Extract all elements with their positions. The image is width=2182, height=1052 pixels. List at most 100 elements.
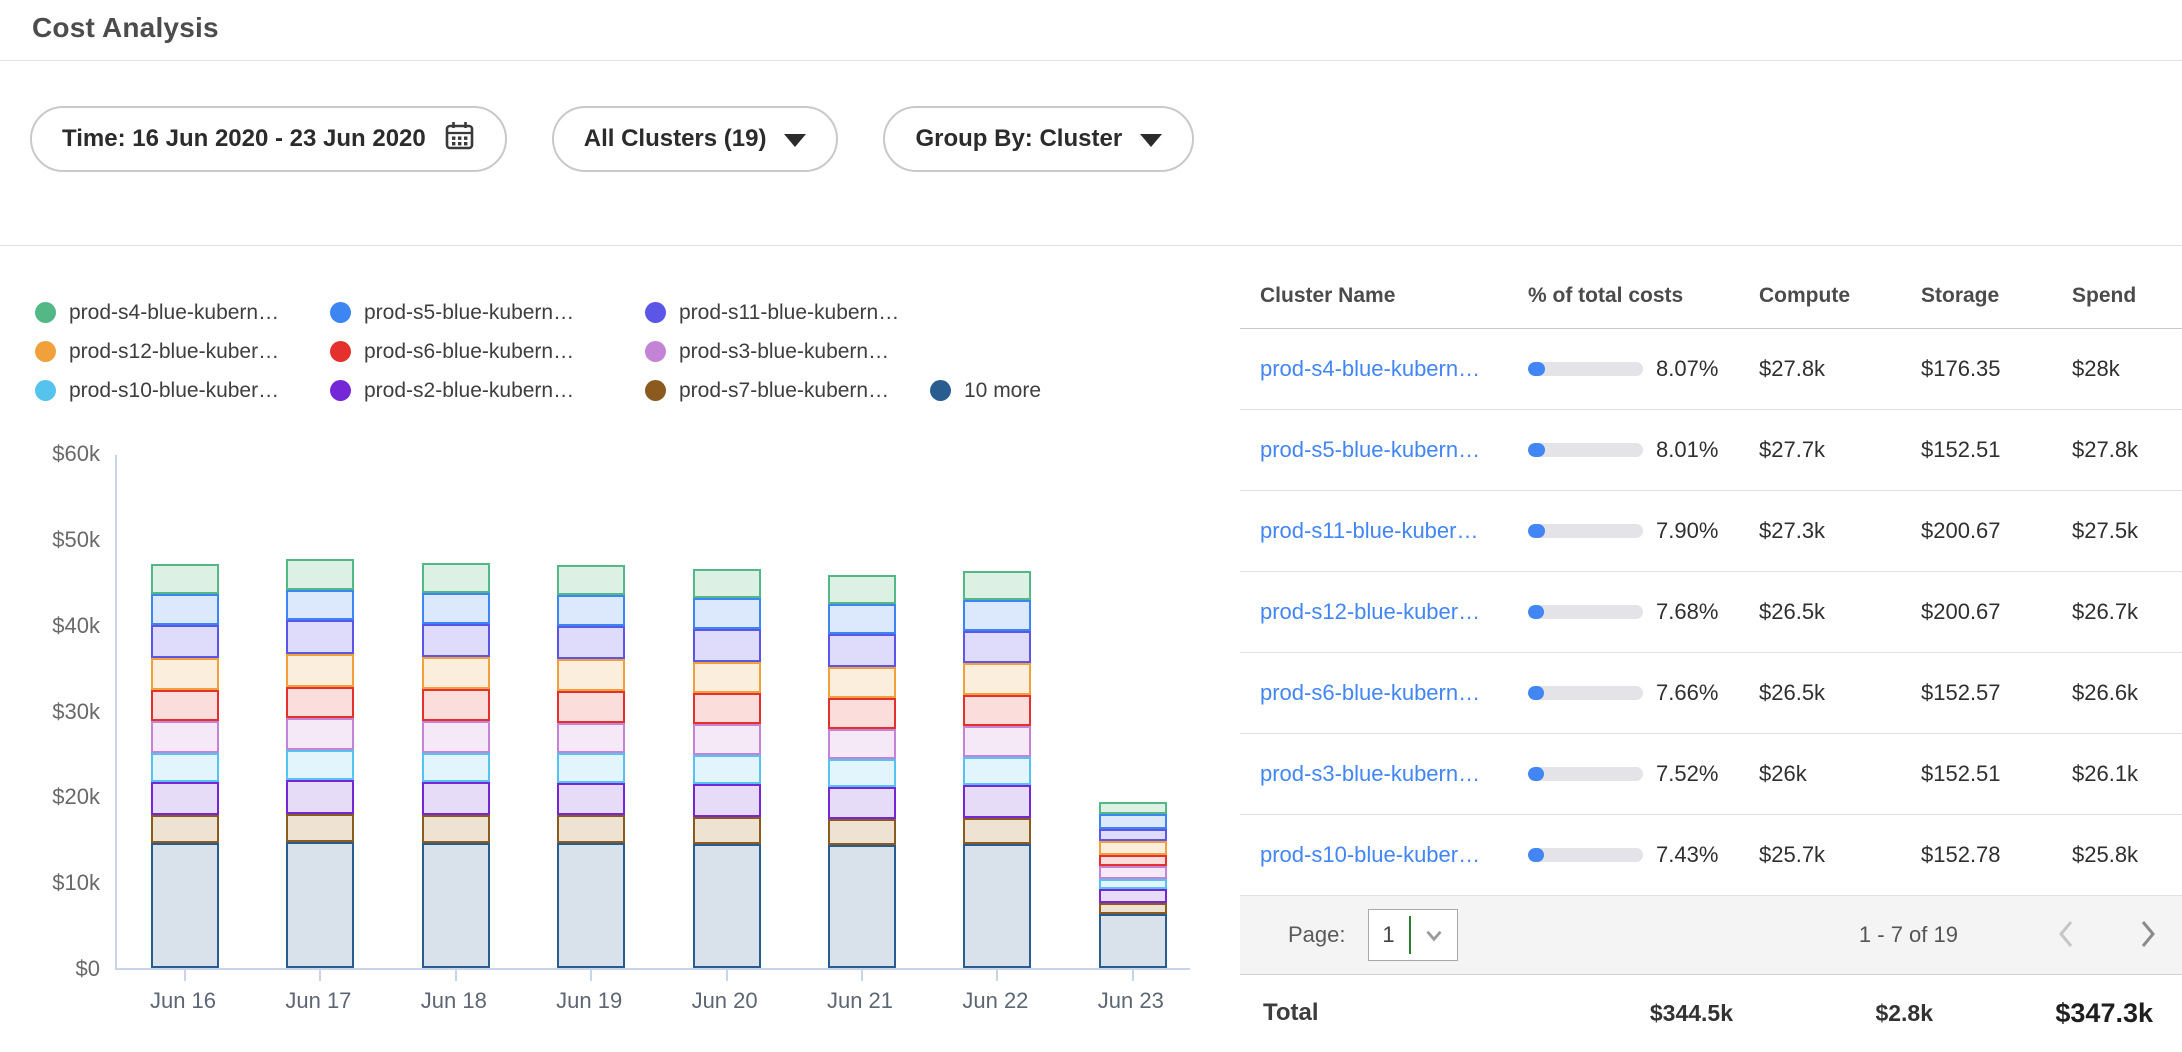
bar-segment[interactable] xyxy=(1099,841,1167,855)
bar-segment[interactable] xyxy=(963,695,1031,726)
bar-segment[interactable] xyxy=(422,843,490,968)
bar-segment[interactable] xyxy=(1099,914,1167,968)
bar-segment[interactable] xyxy=(151,658,219,690)
bar-segment[interactable] xyxy=(286,718,354,750)
bar-segment[interactable] xyxy=(422,815,490,842)
bar-segment[interactable] xyxy=(963,726,1031,757)
bar-segment[interactable] xyxy=(422,721,490,753)
bar-segment[interactable] xyxy=(286,654,354,687)
bar-segment[interactable] xyxy=(286,687,354,719)
legend-item[interactable]: prod-s4-blue-kubern… xyxy=(35,301,330,325)
cluster-name-link[interactable]: prod-s3-blue-kubern… xyxy=(1260,761,1480,786)
bar-segment[interactable] xyxy=(963,600,1031,631)
legend-item[interactable]: prod-s10-blue-kuber… xyxy=(35,379,330,403)
bar-segment[interactable] xyxy=(151,564,219,594)
bar-segment[interactable] xyxy=(963,631,1031,664)
cluster-name-link[interactable]: prod-s4-blue-kubern… xyxy=(1260,356,1480,381)
bar-segment[interactable] xyxy=(693,784,761,817)
stacked-bar-jun-22[interactable] xyxy=(963,571,1031,968)
bar-segment[interactable] xyxy=(422,782,490,815)
stacked-bar-jun-19[interactable] xyxy=(557,565,625,968)
bar-segment[interactable] xyxy=(286,750,354,780)
bar-segment[interactable] xyxy=(693,817,761,844)
bar-segment[interactable] xyxy=(422,689,490,721)
bar-segment[interactable] xyxy=(422,624,490,657)
bar-segment[interactable] xyxy=(828,759,896,787)
bar-segment[interactable] xyxy=(828,819,896,846)
bar-segment[interactable] xyxy=(963,844,1031,968)
bar-segment[interactable] xyxy=(1099,814,1167,829)
bar-segment[interactable] xyxy=(963,785,1031,818)
bar-segment[interactable] xyxy=(693,662,761,694)
next-page-button[interactable] xyxy=(2128,917,2168,954)
bar-segment[interactable] xyxy=(557,691,625,723)
bar-segment[interactable] xyxy=(286,620,354,653)
bar-segment[interactable] xyxy=(1099,829,1167,841)
bar-segment[interactable] xyxy=(286,814,354,842)
bar-segment[interactable] xyxy=(151,843,219,968)
bar-segment[interactable] xyxy=(151,782,219,815)
bar-segment[interactable] xyxy=(828,667,896,698)
bar-segment[interactable] xyxy=(557,753,625,782)
page-select[interactable]: 1 xyxy=(1368,909,1458,961)
bar-segment[interactable] xyxy=(963,757,1031,785)
bar-segment[interactable] xyxy=(557,626,625,659)
bar-segment[interactable] xyxy=(963,571,1031,600)
cluster-name-link[interactable]: prod-s11-blue-kuber… xyxy=(1260,518,1478,543)
bar-segment[interactable] xyxy=(828,604,896,634)
bar-segment[interactable] xyxy=(422,563,490,593)
bar-segment[interactable] xyxy=(693,724,761,755)
bar-segment[interactable] xyxy=(693,569,761,598)
cluster-name-link[interactable]: prod-s6-blue-kubern… xyxy=(1260,680,1480,705)
bar-segment[interactable] xyxy=(151,594,219,625)
legend-item[interactable]: prod-s2-blue-kubern… xyxy=(330,379,645,403)
bar-segment[interactable] xyxy=(557,783,625,816)
bar-segment[interactable] xyxy=(1099,855,1167,866)
bar-segment[interactable] xyxy=(1099,866,1167,879)
bar-segment[interactable] xyxy=(422,593,490,624)
bar-segment[interactable] xyxy=(557,659,625,691)
bar-segment[interactable] xyxy=(693,844,761,968)
stacked-bar-jun-23[interactable] xyxy=(1099,802,1167,968)
bar-segment[interactable] xyxy=(422,753,490,782)
legend-item[interactable]: prod-s7-blue-kubern… xyxy=(645,379,930,403)
cluster-name-link[interactable]: prod-s10-blue-kuber… xyxy=(1260,842,1480,867)
bar-segment[interactable] xyxy=(963,663,1031,695)
bar-segment[interactable] xyxy=(828,698,896,729)
bar-segment[interactable] xyxy=(557,595,625,626)
bar-segment[interactable] xyxy=(693,598,761,629)
bar-segment[interactable] xyxy=(286,559,354,590)
bar-segment[interactable] xyxy=(557,815,625,842)
bar-segment[interactable] xyxy=(693,693,761,724)
bar-segment[interactable] xyxy=(828,729,896,759)
bar-segment[interactable] xyxy=(151,815,219,842)
bar-segment[interactable] xyxy=(151,721,219,753)
cluster-name-link[interactable]: prod-s12-blue-kuber… xyxy=(1260,599,1480,624)
bar-segment[interactable] xyxy=(286,780,354,813)
bar-segment[interactable] xyxy=(828,845,896,968)
bar-segment[interactable] xyxy=(151,753,219,782)
bar-segment[interactable] xyxy=(557,723,625,754)
cluster-name-link[interactable]: prod-s5-blue-kubern… xyxy=(1260,437,1480,462)
bar-segment[interactable] xyxy=(828,575,896,604)
bar-segment[interactable] xyxy=(286,842,354,968)
stacked-bar-jun-20[interactable] xyxy=(693,569,761,968)
legend-item[interactable]: prod-s5-blue-kubern… xyxy=(330,301,645,325)
stacked-bar-jun-17[interactable] xyxy=(286,559,354,968)
bar-segment[interactable] xyxy=(963,818,1031,845)
bar-segment[interactable] xyxy=(557,843,625,968)
bar-segment[interactable] xyxy=(422,657,490,689)
bar-segment[interactable] xyxy=(286,590,354,621)
bar-segment[interactable] xyxy=(828,634,896,667)
bar-segment[interactable] xyxy=(693,629,761,662)
bar-segment[interactable] xyxy=(693,755,761,784)
bar-segment[interactable] xyxy=(1099,879,1167,889)
stacked-bar-jun-18[interactable] xyxy=(422,563,490,968)
bar-segment[interactable] xyxy=(1099,903,1167,914)
stacked-bar-jun-16[interactable] xyxy=(151,564,219,968)
stacked-bar-jun-21[interactable] xyxy=(828,575,896,968)
bar-segment[interactable] xyxy=(1099,889,1167,903)
legend-item[interactable]: 10 more xyxy=(930,379,1130,403)
bar-segment[interactable] xyxy=(151,690,219,721)
legend-item[interactable]: prod-s12-blue-kuber… xyxy=(35,340,330,364)
